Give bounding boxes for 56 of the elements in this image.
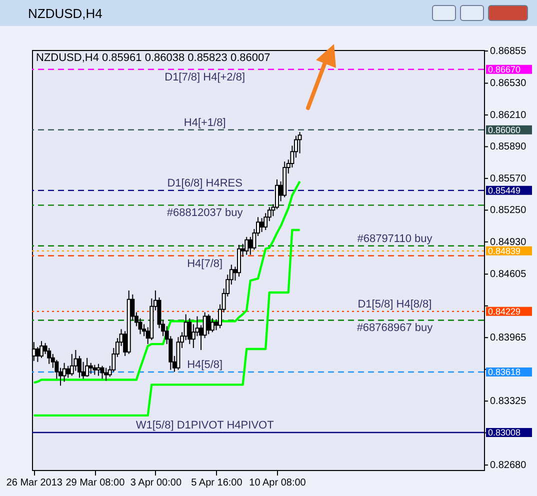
annotation: #68797110 buy bbox=[357, 232, 433, 245]
y-tick-label: 0.82680 bbox=[490, 460, 527, 472]
y-tick-label: 0.85890 bbox=[490, 142, 527, 153]
candlestick bbox=[206, 314, 211, 335]
chart-title: NZDUSD,H4 bbox=[28, 6, 102, 20]
ref-line-label: 0.85449 bbox=[488, 185, 521, 196]
annotation: D1[7/8] H4[+2/8] bbox=[164, 71, 246, 84]
annotation: D1[5/8] H4[8/8] bbox=[358, 298, 432, 310]
candlestick bbox=[100, 365, 104, 380]
ref-line-label: 0.83008 bbox=[488, 428, 521, 438]
candlestick bbox=[85, 357, 90, 378]
annotation: #68812037 buy bbox=[166, 207, 244, 220]
line-series bbox=[32, 228, 301, 417]
annotation: H4[7/8] bbox=[187, 258, 223, 270]
annotation: H4[5/8] bbox=[187, 359, 223, 372]
candlestick bbox=[66, 365, 70, 378]
y-tick-label: 0.85250 bbox=[490, 205, 527, 216]
candlestick bbox=[88, 362, 93, 374]
ref-line-label: 0.84839 bbox=[488, 246, 521, 256]
candlestick bbox=[70, 353, 74, 376]
annotation: W1[5/8] D1PIVOT H4PIVOT bbox=[136, 420, 274, 432]
y-tick-label: 0.86530 bbox=[490, 78, 527, 90]
candlestick bbox=[244, 236, 249, 256]
x-tick-label: 10 Apr 08:00 bbox=[249, 478, 306, 488]
y-tick-label: 0.83325 bbox=[490, 396, 527, 408]
ref-line-label: 0.84229 bbox=[488, 306, 521, 316]
annotation: H4[+1/8] bbox=[184, 116, 226, 129]
x-tick-label: 29 Mar 08:00 bbox=[66, 478, 126, 488]
y-tick-label: 0.83965 bbox=[490, 332, 527, 344]
ref-line-label: 0.86670 bbox=[488, 64, 521, 74]
candlestick bbox=[248, 236, 252, 256]
x-tick-label: 3 Apr 00:00 bbox=[130, 478, 182, 488]
candlestick bbox=[298, 132, 302, 154]
ref-line-label: 0.83618 bbox=[488, 367, 521, 378]
y-tick-label: 0.85570 bbox=[490, 173, 527, 184]
annotation: #68768967 buy bbox=[356, 322, 434, 334]
candlestick bbox=[210, 318, 214, 333]
candlestick bbox=[36, 346, 40, 362]
y-tick-label: 0.86210 bbox=[490, 110, 527, 121]
annotation: D1[6/8] H4RES bbox=[167, 177, 242, 190]
candlestick bbox=[237, 244, 242, 278]
x-tick-label: 5 Apr 16:00 bbox=[191, 478, 243, 488]
ref-line-label: 0.86060 bbox=[488, 124, 521, 135]
candlestick bbox=[62, 362, 66, 382]
candlestick bbox=[96, 363, 100, 376]
line-series bbox=[32, 180, 301, 384]
y-tick-label: 0.84930 bbox=[490, 236, 527, 248]
candlestick bbox=[188, 318, 192, 345]
chart-subtitle: NZDUSD,H4 0.85961 0.86038 0.85823 0.86007 bbox=[36, 52, 270, 64]
candlestick bbox=[92, 364, 97, 376]
candlestick bbox=[39, 340, 44, 358]
candlestick bbox=[260, 218, 264, 232]
x-tick-label: 26 Mar 2013 bbox=[6, 478, 63, 488]
candlestick bbox=[104, 367, 108, 382]
y-tick-label: 0.86855 bbox=[490, 46, 527, 57]
y-tick-label: 0.84605 bbox=[490, 269, 527, 280]
